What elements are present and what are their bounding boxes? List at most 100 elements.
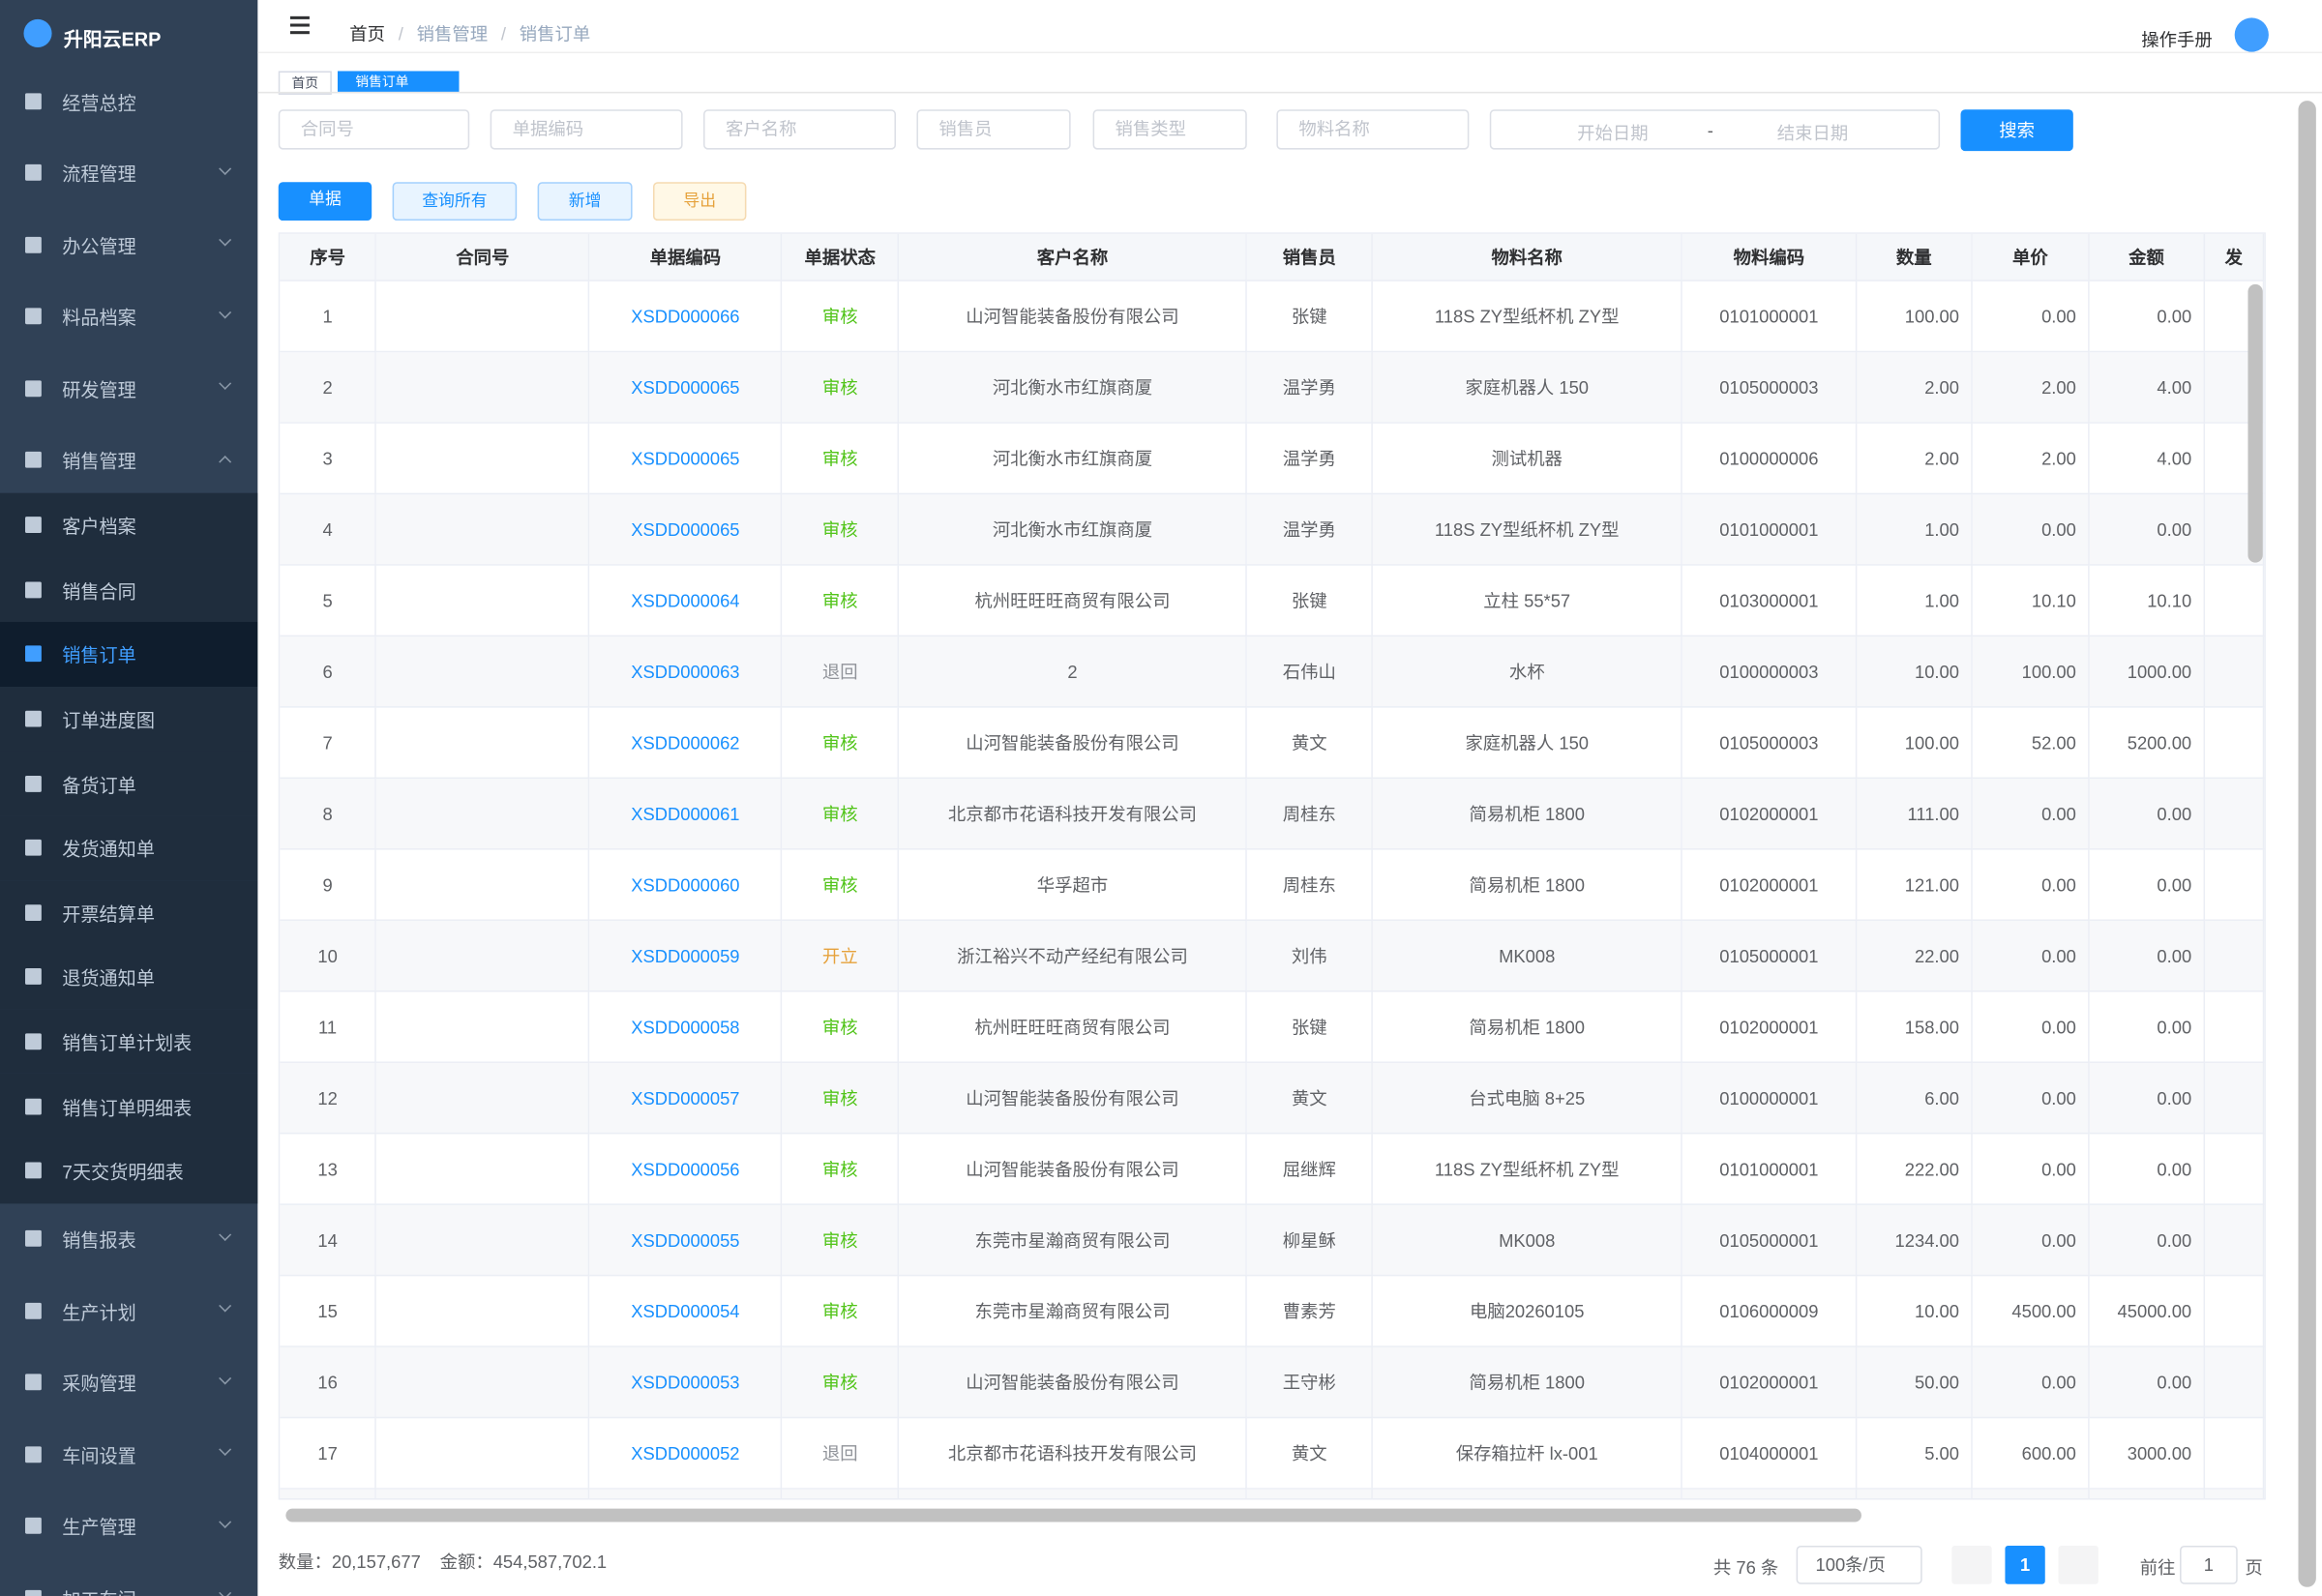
prev-page[interactable]: [1951, 1545, 1992, 1584]
cell-more: [2204, 1133, 2265, 1205]
cell-code[interactable]: XSDD000064: [588, 564, 783, 637]
submenu-item[interactable]: 销售订单计划表: [0, 1009, 258, 1075]
page-number[interactable]: 1: [2005, 1545, 2045, 1584]
avatar[interactable]: [2234, 17, 2269, 52]
cell-code[interactable]: XSDD000059: [588, 920, 783, 992]
crumb[interactable]: 首页: [349, 23, 385, 44]
menu-item[interactable]: 销售报表: [0, 1203, 257, 1274]
date-end: 结束日期: [1776, 123, 1849, 144]
menu-item[interactable]: 加工车间: [0, 1562, 257, 1596]
menu-item[interactable]: 销售管理: [0, 425, 257, 495]
goto-input[interactable]: 1: [2180, 1545, 2238, 1584]
cell-code[interactable]: XSDD000062: [588, 706, 783, 780]
menu-item[interactable]: 生产管理: [0, 1491, 257, 1561]
menu-item[interactable]: 流程管理: [0, 137, 257, 208]
crumb[interactable]: 销售管理: [416, 23, 489, 44]
cell-code[interactable]: XSDD000051: [588, 1489, 783, 1498]
cell-status: 审核: [781, 281, 900, 353]
cell-more: [2204, 1062, 2265, 1135]
table-row: 3 XSDD000065 审核 河北衡水市红旗商厦 温学勇 测试机器 0100000006 2…: [280, 422, 2265, 495]
filter-input[interactable]: 合同号: [278, 109, 470, 150]
menu-arrow: [219, 305, 232, 318]
cell-customer: 山河智能装备股份有限公司: [898, 706, 1248, 780]
menu-label: 销售管理: [62, 451, 136, 473]
cell-more: [2204, 1275, 2265, 1347]
cell-code[interactable]: XSDD000066: [588, 281, 783, 353]
menu-label: 销售订单明细表: [62, 1098, 193, 1119]
page-scrollbar[interactable]: [2298, 101, 2316, 1587]
menu-item[interactable]: 采购管理: [0, 1346, 257, 1417]
cell-code[interactable]: XSDD000055: [588, 1204, 783, 1277]
date-range[interactable]: [1489, 109, 1941, 150]
cell-code[interactable]: XSDD000065: [588, 493, 783, 566]
cell-code[interactable]: XSDD000058: [588, 990, 783, 1063]
cell-code[interactable]: XSDD000053: [588, 1346, 783, 1419]
cell-index: 1: [280, 281, 377, 353]
cell-code[interactable]: XSDD000057: [588, 1062, 783, 1135]
cell-status: 审核: [781, 422, 900, 495]
toolbar-button[interactable]: 单据: [278, 182, 372, 222]
toolbar-button[interactable]: 查询所有: [392, 182, 518, 222]
submenu-item[interactable]: 开票结算单: [0, 880, 258, 945]
cell-code[interactable]: XSDD000060: [588, 848, 783, 922]
v-scrollbar[interactable]: [2248, 283, 2263, 563]
cell-contract: [375, 564, 590, 637]
toolbar-button[interactable]: 导出: [652, 182, 747, 222]
filter-input[interactable]: 客户名称: [703, 109, 897, 150]
menu-label: 销售报表: [62, 1230, 136, 1252]
cell-customer: 2: [898, 635, 1248, 708]
cell-code[interactable]: XSDD000063: [588, 635, 783, 708]
cell-code[interactable]: XSDD000052: [588, 1417, 783, 1490]
cell-salesperson: 张键: [1246, 990, 1374, 1063]
cell-amount: 0.00: [2088, 848, 2205, 922]
toolbar-button[interactable]: 新增: [537, 182, 633, 222]
cell-material: 保存箱拉杆 lx-001: [1372, 1417, 1682, 1490]
cell-price: 0.00: [1971, 493, 2090, 566]
cell-code[interactable]: XSDD000061: [588, 778, 783, 850]
table-row: 14 XSDD000055 审核 东莞市星瀚商贸有限公司 柳星稣 MK008 0105000…: [280, 1204, 2265, 1277]
manual-link[interactable]: 操作手册: [2141, 29, 2213, 51]
cell-material: 台式电脑 8+25: [1372, 1062, 1682, 1135]
submenu-item[interactable]: 销售订单: [0, 622, 258, 687]
submenu-item[interactable]: 销售合同: [0, 557, 258, 622]
menu-item[interactable]: 料品档案: [0, 281, 257, 351]
menu-item[interactable]: 车间设置: [0, 1418, 257, 1489]
cell-price: 2.00: [1971, 351, 2090, 424]
menu-item[interactable]: 生产计划: [0, 1275, 257, 1345]
cell-code[interactable]: XSDD000065: [588, 422, 783, 495]
cell-code[interactable]: XSDD000054: [588, 1275, 783, 1347]
menu-item[interactable]: 办公管理: [0, 209, 257, 280]
cell-material-code: 0100000006: [1682, 1489, 1858, 1498]
submenu-item[interactable]: 订单进度图: [0, 686, 258, 752]
menu-item[interactable]: 经营总控: [0, 65, 257, 135]
cell-code[interactable]: XSDD000065: [588, 351, 783, 424]
menu-item[interactable]: 研发管理: [0, 352, 257, 423]
cell-material-code: 0104000001: [1682, 1417, 1858, 1490]
cell-salesperson: 周桂东: [1246, 848, 1374, 922]
cell-material: 118S ZY型纸杯机 ZY型: [1372, 281, 1682, 353]
submenu-item[interactable]: 退货通知单: [0, 944, 258, 1010]
page-size[interactable]: 100条/页: [1796, 1545, 1922, 1584]
cell-code[interactable]: XSDD000056: [588, 1133, 783, 1205]
menu-toggle[interactable]: [289, 23, 310, 27]
filter-input[interactable]: 物料名称: [1276, 109, 1470, 150]
cell-salesperson: 黄文: [1246, 1417, 1374, 1490]
filter-select[interactable]: 销售类型: [1092, 109, 1247, 150]
submenu-item[interactable]: 备货订单: [0, 751, 258, 816]
filter-input[interactable]: 单据编码: [490, 109, 683, 150]
submenu-item[interactable]: 发货通知单: [0, 815, 258, 880]
tab-active[interactable]: 销售订单: [337, 71, 460, 92]
menu-icon: [25, 92, 42, 109]
cell-status: 审核: [781, 990, 900, 1063]
search-button[interactable]: 搜索: [1960, 109, 2073, 152]
submenu-item[interactable]: 7天交货明细表: [0, 1138, 258, 1203]
tab[interactable]: 首页: [278, 71, 332, 95]
submenu-item[interactable]: 客户档案: [0, 492, 258, 558]
filter-input[interactable]: 销售员: [916, 109, 1071, 150]
submenu-item[interactable]: 销售订单明细表: [0, 1074, 258, 1138]
table-row: 7 XSDD000062 审核 山河智能装备股份有限公司 黄文 家庭机器人 150 0105…: [280, 706, 2265, 780]
next-page[interactable]: [2058, 1545, 2099, 1584]
h-scrollbar[interactable]: [285, 1508, 1861, 1522]
cell-contract: [375, 1346, 590, 1419]
cell-salesperson: 黄文: [1246, 706, 1374, 780]
